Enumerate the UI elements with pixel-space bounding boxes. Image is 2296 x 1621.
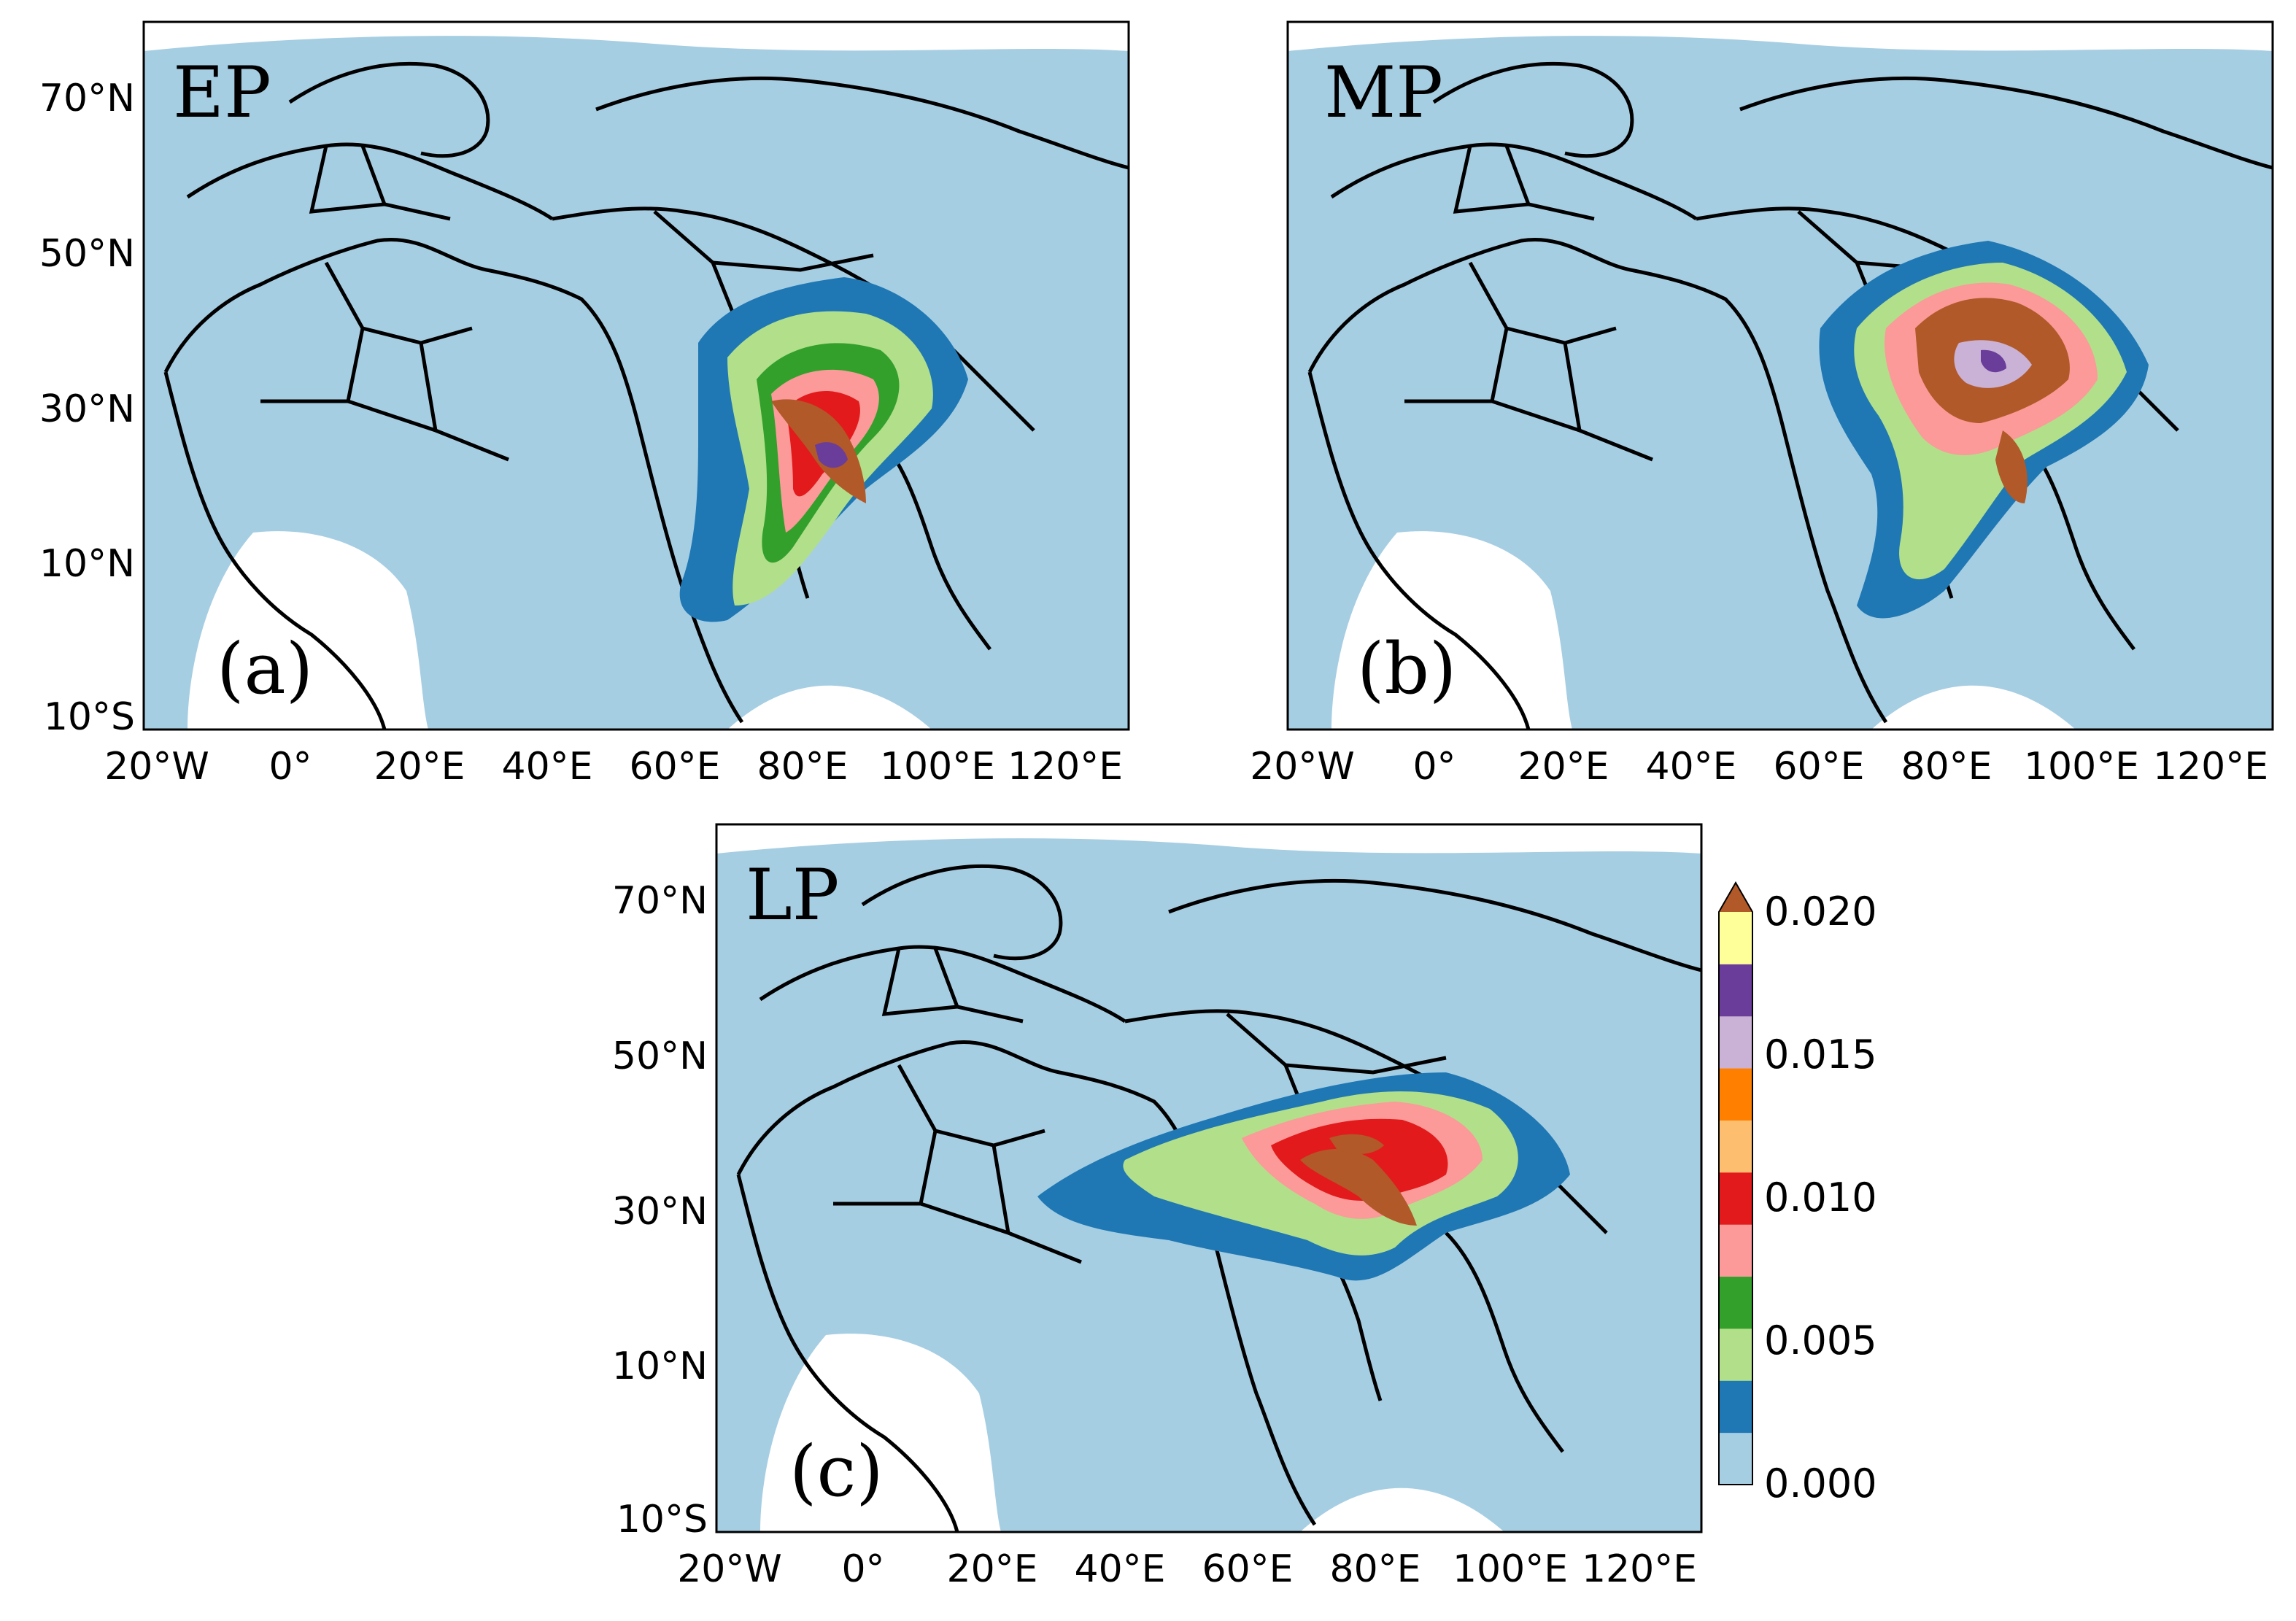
- lon-tick: 60°E: [1202, 1547, 1293, 1591]
- lat-tick: 10°S: [44, 695, 135, 739]
- lat-tick: 70°N: [39, 77, 135, 120]
- colorbar-tick: 0.005: [1764, 1318, 1877, 1363]
- lon-tick: 120°E: [2153, 745, 2268, 789]
- lon-tick: 20°E: [374, 745, 465, 789]
- lon-tick: 0°: [841, 1547, 884, 1591]
- lon-tick: 100°E: [1453, 1547, 1568, 1591]
- lon-tick: 100°E: [2024, 745, 2139, 789]
- colorbar-level-4: [1719, 1224, 1752, 1277]
- panel-b-period: MP: [1324, 52, 1443, 134]
- lon-tick: 60°E: [629, 745, 720, 789]
- lon-tick: 40°E: [501, 745, 592, 789]
- lat-tick: 30°N: [39, 387, 135, 431]
- lon-tick: 20°W: [677, 1547, 782, 1591]
- lon-tick: 80°E: [757, 745, 848, 789]
- panel-a-lon-ticks: 20°W 0° 20°E 40°E 60°E 80°E 100°E 120°E: [104, 745, 1123, 789]
- lat-tick: 10°N: [39, 542, 135, 586]
- lat-tick: 70°N: [612, 879, 708, 923]
- colorbar-outline: [1718, 881, 1753, 1485]
- colorbar-tick: 0.000: [1764, 1461, 1877, 1506]
- lon-tick: 40°E: [1645, 745, 1736, 789]
- panel-c-period: LP: [746, 854, 839, 936]
- lat-tick: 10°N: [612, 1345, 708, 1388]
- colorbar-level-7: [1719, 1068, 1752, 1121]
- panel-b: MP (b): [1286, 20, 2274, 731]
- colorbar-tick: 0.020: [1764, 889, 1877, 935]
- lat-tick: 10°S: [616, 1498, 708, 1541]
- panel-a-period: EP: [173, 52, 271, 134]
- lon-tick: 60°E: [1773, 745, 1864, 789]
- colorbar-ticks: 0.020 0.015 0.010 0.005 0.000: [1764, 889, 1877, 1506]
- colorbar-level-8: [1719, 1015, 1752, 1069]
- lon-tick: 20°E: [946, 1547, 1037, 1591]
- colorbar-level-3: [1719, 1276, 1752, 1329]
- lon-tick: 0°: [268, 745, 312, 789]
- colorbar-tick: 0.015: [1764, 1032, 1877, 1078]
- panel-a-tag: (a): [217, 628, 313, 710]
- colorbar: [1718, 881, 1753, 1485]
- panel-b-tag: (b): [1357, 628, 1456, 710]
- colorbar-extend-arrow: [1719, 883, 1752, 912]
- lon-tick: 80°E: [1329, 1547, 1420, 1591]
- panel-b-lon-ticks: 20°W 0° 20°E 40°E 60°E 80°E 100°E 120°E: [1250, 745, 2268, 789]
- panel-a-lat-ticks: 70°N 50°N 30°N 10°N 10°S: [39, 77, 135, 739]
- lat-tick: 50°N: [612, 1034, 708, 1078]
- panel-c-lon-ticks: 20°W 0° 20°E 40°E 60°E 80°E 100°E 120°E: [677, 1547, 1697, 1591]
- panel-a: EP (a): [142, 20, 1130, 731]
- lon-tick: 0°: [1412, 745, 1456, 789]
- panel-c-tag: (c): [789, 1431, 884, 1512]
- colorbar-level-9: [1719, 964, 1752, 1017]
- panel-c: LP (c): [715, 823, 1703, 1533]
- colorbar-level-6: [1719, 1120, 1752, 1173]
- lon-tick: 80°E: [1901, 745, 1992, 789]
- lon-tick: 120°E: [1008, 745, 1123, 789]
- panel-c-lat-ticks: 70°N 50°N 30°N 10°N 10°S: [612, 879, 708, 1541]
- lat-tick: 30°N: [612, 1190, 708, 1234]
- lon-tick: 100°E: [880, 745, 995, 789]
- colorbar-level-0: [1719, 1432, 1752, 1485]
- lon-tick: 20°E: [1518, 745, 1609, 789]
- colorbar-tick: 0.010: [1764, 1175, 1877, 1220]
- colorbar-level-10: [1719, 912, 1752, 964]
- lon-tick: 120°E: [1582, 1547, 1697, 1591]
- colorbar-level-5: [1719, 1172, 1752, 1225]
- colorbar-level-2: [1719, 1328, 1752, 1381]
- lon-tick: 20°W: [104, 745, 209, 789]
- lon-tick: 20°W: [1250, 745, 1355, 789]
- lon-tick: 40°E: [1074, 1547, 1165, 1591]
- lat-tick: 50°N: [39, 232, 135, 276]
- colorbar-level-1: [1719, 1380, 1752, 1434]
